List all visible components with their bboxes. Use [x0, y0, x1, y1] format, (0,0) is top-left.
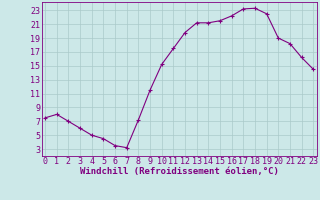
- X-axis label: Windchill (Refroidissement éolien,°C): Windchill (Refroidissement éolien,°C): [80, 167, 279, 176]
